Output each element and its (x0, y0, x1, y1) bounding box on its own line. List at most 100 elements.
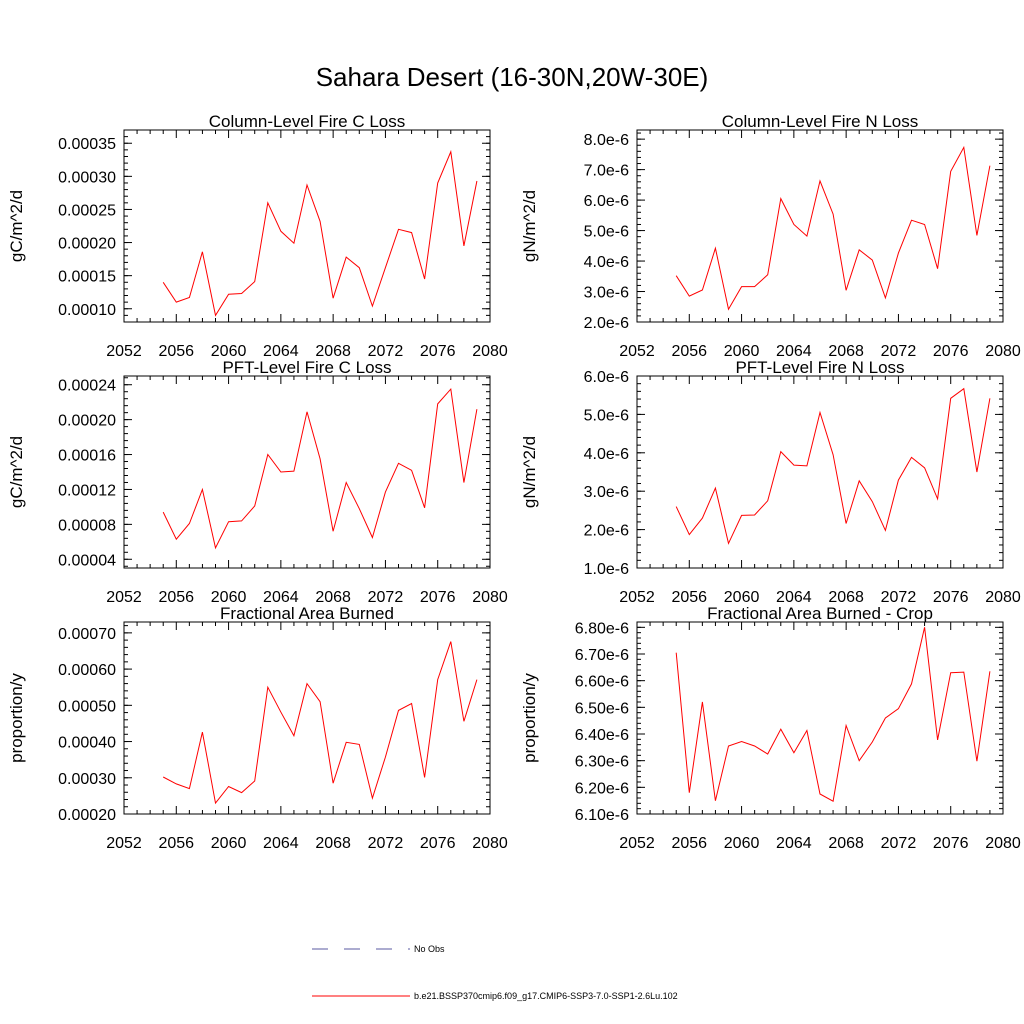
y-tick-label: 0.00030 (58, 771, 116, 788)
x-tick-label: 2064 (776, 589, 812, 606)
panel-3: 2052 2056 2060 2064 2068 2072 2076 2080 0.00004 0… (7, 358, 508, 606)
panel-title: Fractional Area Burned - Crop (707, 604, 933, 623)
y-tick-label: 5.0e-6 (584, 407, 629, 424)
legend-label: b.e21.BSSP370cmip6.f09_g17.CMIP6-SSP3-7.… (414, 991, 678, 1001)
x-tick-label: 2052 (619, 835, 655, 852)
series-line (675, 145, 991, 311)
y-tick-label: 6.60e-6 (575, 674, 629, 691)
x-tick-label: 2060 (211, 835, 247, 852)
y-tick-label: 5.0e-6 (584, 224, 629, 241)
x-tick-label: 2052 (619, 343, 655, 360)
y-tick-label: 0.00020 (58, 807, 116, 824)
x-tick-label: 2064 (776, 835, 812, 852)
y-axis-label: proportion/y (7, 673, 26, 763)
y-tick-label: 0.00015 (58, 269, 116, 286)
y-axis-label: gC/m^2/d (7, 190, 26, 262)
panel-title: Column-Level Fire N Loss (722, 112, 919, 131)
y-tick-label: 3.0e-6 (584, 285, 629, 302)
y-tick-label: 6.40e-6 (575, 727, 629, 744)
y-tick-label: 6.10e-6 (575, 807, 629, 824)
x-tick-label: 2064 (263, 589, 299, 606)
y-tick-label: 0.00024 (58, 378, 116, 395)
x-tick-label: 2072 (881, 343, 917, 360)
x-tick-label: 2076 (933, 343, 969, 360)
x-tick-label: 2060 (211, 343, 247, 360)
plot-frame (636, 621, 1004, 815)
y-tick-label: 1.0e-6 (584, 561, 629, 578)
y-tick-label: 6.0e-6 (584, 193, 629, 210)
x-tick-label: 2052 (106, 589, 142, 606)
x-tick-label: 2072 (368, 835, 404, 852)
panel-6: 2052 2056 2060 2064 2068 2072 2076 2080 6.10e-6 6… (520, 604, 1021, 852)
x-tick-label: 2076 (420, 343, 456, 360)
y-tick-label: 0.00035 (58, 136, 116, 153)
y-tick-label: 6.80e-6 (575, 620, 629, 637)
y-tick-label: 0.00070 (58, 626, 116, 643)
y-tick-label: 6.70e-6 (575, 647, 629, 664)
y-tick-label: 6.50e-6 (575, 700, 629, 717)
panel-title: Fractional Area Burned (220, 604, 394, 623)
y-tick-label: 0.00010 (58, 302, 116, 319)
x-tick-label: 2060 (724, 589, 760, 606)
panel-title: Column-Level Fire C Loss (209, 112, 406, 131)
panel-4: 2052 2056 2060 2064 2068 2072 2076 2080 1.0e-6 2.… (520, 358, 1021, 606)
plot-frame (636, 129, 1004, 323)
series-line (162, 387, 478, 550)
x-tick-label: 2080 (985, 835, 1021, 852)
x-tick-label: 2076 (933, 835, 969, 852)
x-tick-label: 2080 (985, 343, 1021, 360)
y-tick-label: 6.30e-6 (575, 754, 629, 771)
y-axis-label: proportion/y (520, 673, 539, 763)
x-tick-label: 2076 (420, 835, 456, 852)
y-tick-label: 4.0e-6 (584, 446, 629, 463)
panel-title: PFT-Level Fire C Loss (222, 358, 391, 377)
y-tick-label: 0.00020 (58, 236, 116, 253)
y-tick-label: 0.00016 (58, 448, 116, 465)
x-tick-label: 2064 (263, 835, 299, 852)
x-tick-label: 2052 (619, 589, 655, 606)
x-tick-label: 2064 (776, 343, 812, 360)
x-tick-label: 2052 (106, 343, 142, 360)
series-line (162, 641, 478, 805)
series-line (162, 149, 478, 317)
x-tick-label: 2068 (828, 589, 864, 606)
x-tick-label: 2076 (420, 589, 456, 606)
x-tick-label: 2072 (881, 589, 917, 606)
x-tick-label: 2068 (828, 835, 864, 852)
legend-label: No Obs (414, 944, 445, 954)
x-tick-label: 2056 (671, 589, 707, 606)
y-tick-label: 0.00008 (58, 517, 116, 534)
x-tick-label: 2056 (158, 835, 194, 852)
y-tick-label: 2.0e-6 (584, 315, 629, 332)
y-tick-label: 0.00050 (58, 698, 116, 715)
x-tick-label: 2056 (158, 589, 194, 606)
y-axis-label: gC/m^2/d (7, 436, 26, 508)
y-axis-label: gN/m^2/d (520, 436, 539, 508)
y-tick-label: 3.0e-6 (584, 484, 629, 501)
y-tick-label: 4.0e-6 (584, 254, 629, 271)
x-tick-label: 2056 (671, 343, 707, 360)
x-tick-label: 2060 (211, 589, 247, 606)
y-tick-label: 6.20e-6 (575, 780, 629, 797)
x-tick-label: 2080 (472, 835, 508, 852)
series-line (675, 627, 991, 802)
panel-2: 2052 2056 2060 2064 2068 2072 2076 2080 2.0e-6 3.… (520, 112, 1021, 360)
x-tick-label: 2072 (881, 835, 917, 852)
x-tick-label: 2068 (315, 835, 351, 852)
panel-1: 2052 2056 2060 2064 2068 2072 2076 2080 0.00010 0… (7, 112, 508, 360)
x-tick-label: 2064 (263, 343, 299, 360)
y-tick-label: 6.0e-6 (584, 369, 629, 386)
x-tick-label: 2080 (472, 589, 508, 606)
x-tick-label: 2060 (724, 835, 760, 852)
y-axis-label: gN/m^2/d (520, 190, 539, 262)
x-tick-label: 2072 (368, 589, 404, 606)
y-tick-label: 8.0e-6 (584, 132, 629, 149)
y-tick-label: 0.00060 (58, 662, 116, 679)
x-tick-label: 2072 (368, 343, 404, 360)
y-tick-label: 0.00025 (58, 202, 116, 219)
y-tick-label: 0.00012 (58, 482, 116, 499)
y-tick-label: 2.0e-6 (584, 523, 629, 540)
panel-title: PFT-Level Fire N Loss (735, 358, 904, 377)
